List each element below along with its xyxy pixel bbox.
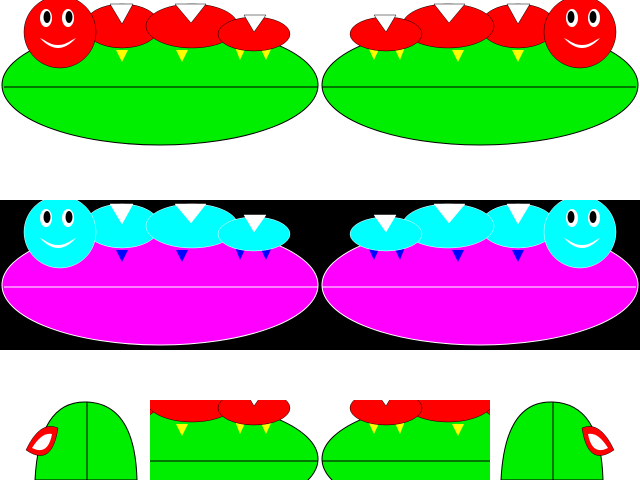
caterpillar-icon [321, 0, 639, 146]
leaf-icon [25, 401, 138, 480]
caterpillar-icon [1, 200, 319, 346]
leaf-icon [500, 401, 615, 480]
caterpillar-icon [321, 400, 490, 480]
band-middle [0, 200, 640, 350]
caterpillar-icon [321, 200, 639, 346]
caterpillar-icon [150, 400, 319, 480]
caterpillar-icon [1, 0, 319, 146]
band-top [0, 0, 640, 150]
band-bottom [25, 400, 615, 480]
